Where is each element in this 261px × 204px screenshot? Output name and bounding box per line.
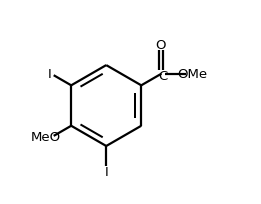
Text: MeO: MeO: [31, 131, 61, 144]
Text: OMe: OMe: [178, 68, 208, 81]
Text: C: C: [158, 70, 168, 82]
Text: I: I: [104, 165, 108, 178]
Text: I: I: [47, 68, 51, 81]
Text: O: O: [156, 39, 166, 52]
